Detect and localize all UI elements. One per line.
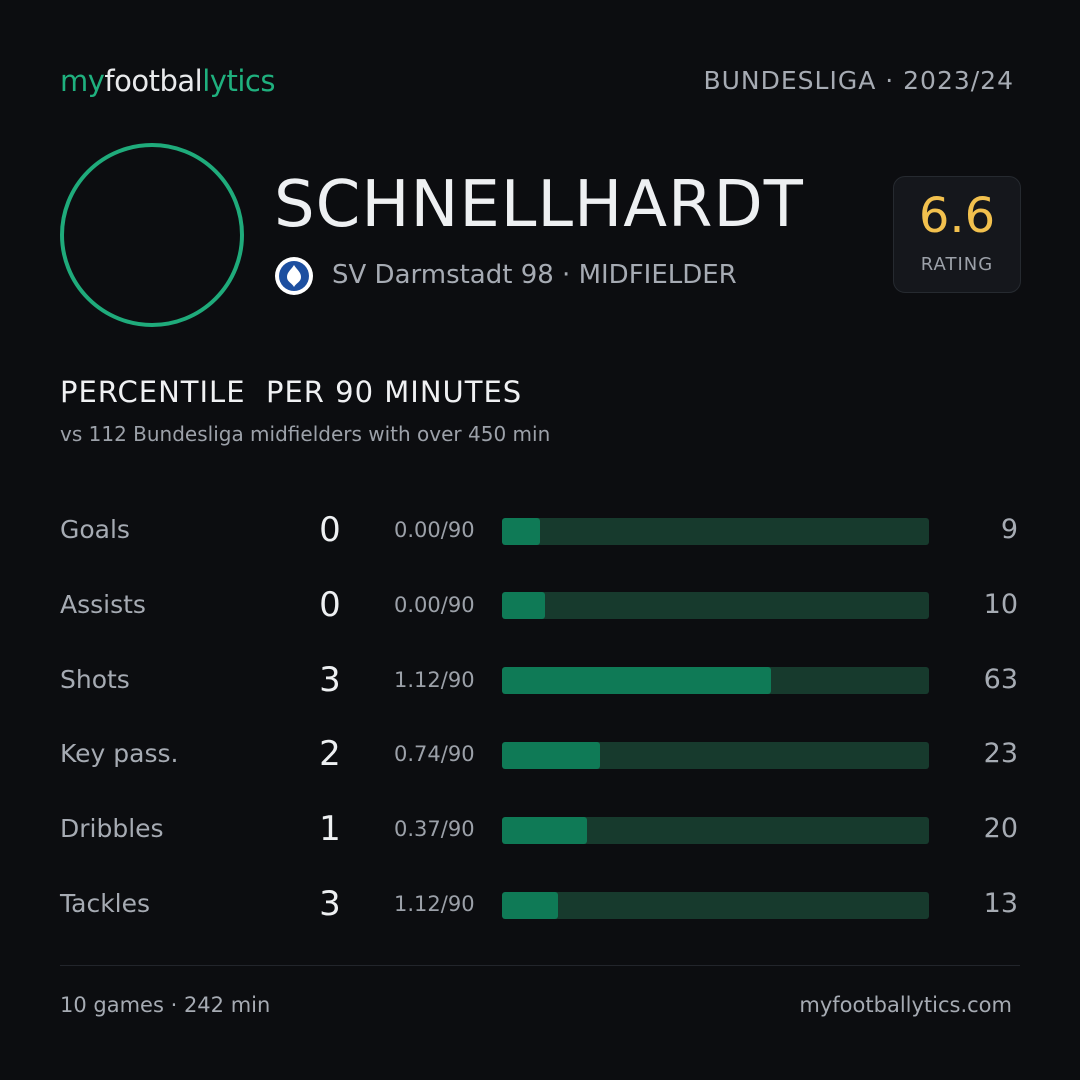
stat-per90: 0.00/90 (394, 592, 475, 617)
stat-percentile: 13 (983, 888, 1018, 919)
player-name: SCHNELLHARDT (274, 168, 804, 242)
club-line: SV Darmstadt 98 · MIDFIELDER (332, 260, 737, 290)
stat-label: Shots (60, 664, 130, 694)
stat-label: Assists (60, 589, 146, 619)
stat-total: 0 (319, 510, 341, 550)
stat-total: 3 (319, 659, 341, 700)
stat-percentile: 23 (983, 738, 1018, 770)
stat-per90: 1.12/90 (394, 667, 475, 692)
logo-part: lytics (202, 64, 275, 98)
percentile-bar (502, 517, 541, 545)
stat-label: Tackles (60, 889, 151, 918)
bar-track (502, 517, 929, 545)
rating-box (893, 176, 1021, 293)
stat-per90: 0.37/90 (394, 817, 475, 842)
logo-part: my (60, 64, 105, 98)
section-title: PERCENTILE PER 90 MINUTES (60, 375, 523, 409)
stat-per90: 1.12/90 (394, 892, 475, 916)
stat-percentile: 10 (983, 588, 1018, 620)
player-photo (60, 143, 244, 327)
bar-track (502, 667, 929, 695)
stat-total: 1 (319, 809, 341, 850)
rating-label: RATING (920, 254, 994, 275)
footer-site: myfootballytics.com (799, 993, 1012, 1017)
section-subtitle: vs 112 Bundesliga midfielders with over … (60, 422, 551, 446)
bar-track (502, 592, 929, 620)
stat-per90: 0.74/90 (394, 742, 475, 767)
bar-track (502, 891, 929, 919)
stat-percentile: 9 (1000, 514, 1018, 545)
stat-per90: 0.00/90 (394, 518, 475, 542)
stat-total: 3 (319, 884, 341, 924)
bar-track (502, 741, 929, 769)
stat-total: 0 (319, 584, 341, 625)
percentile-bar (502, 667, 771, 695)
percentile-bar (502, 816, 588, 844)
logo-part: footbal (104, 64, 203, 98)
percentile-bar (502, 592, 545, 620)
stat-percentile: 63 (983, 663, 1018, 695)
stat-total: 2 (319, 734, 341, 775)
divider (60, 965, 1020, 966)
rating-value: 6.6 (918, 188, 996, 244)
league: BUNDESLIGA · 2023/24 (703, 66, 1014, 95)
stat-label: Goals (60, 515, 130, 544)
club-badge (275, 257, 313, 295)
stat-label: Key pass. (60, 739, 179, 769)
bar-track (502, 816, 929, 844)
percentile-bar (502, 891, 558, 919)
logo: myfootballytics (60, 64, 275, 98)
stat-percentile: 20 (983, 813, 1018, 845)
percentile-bar (502, 741, 601, 769)
stat-label: Dribbles (60, 814, 164, 844)
footer-summary: 10 games · 242 min (60, 993, 271, 1017)
